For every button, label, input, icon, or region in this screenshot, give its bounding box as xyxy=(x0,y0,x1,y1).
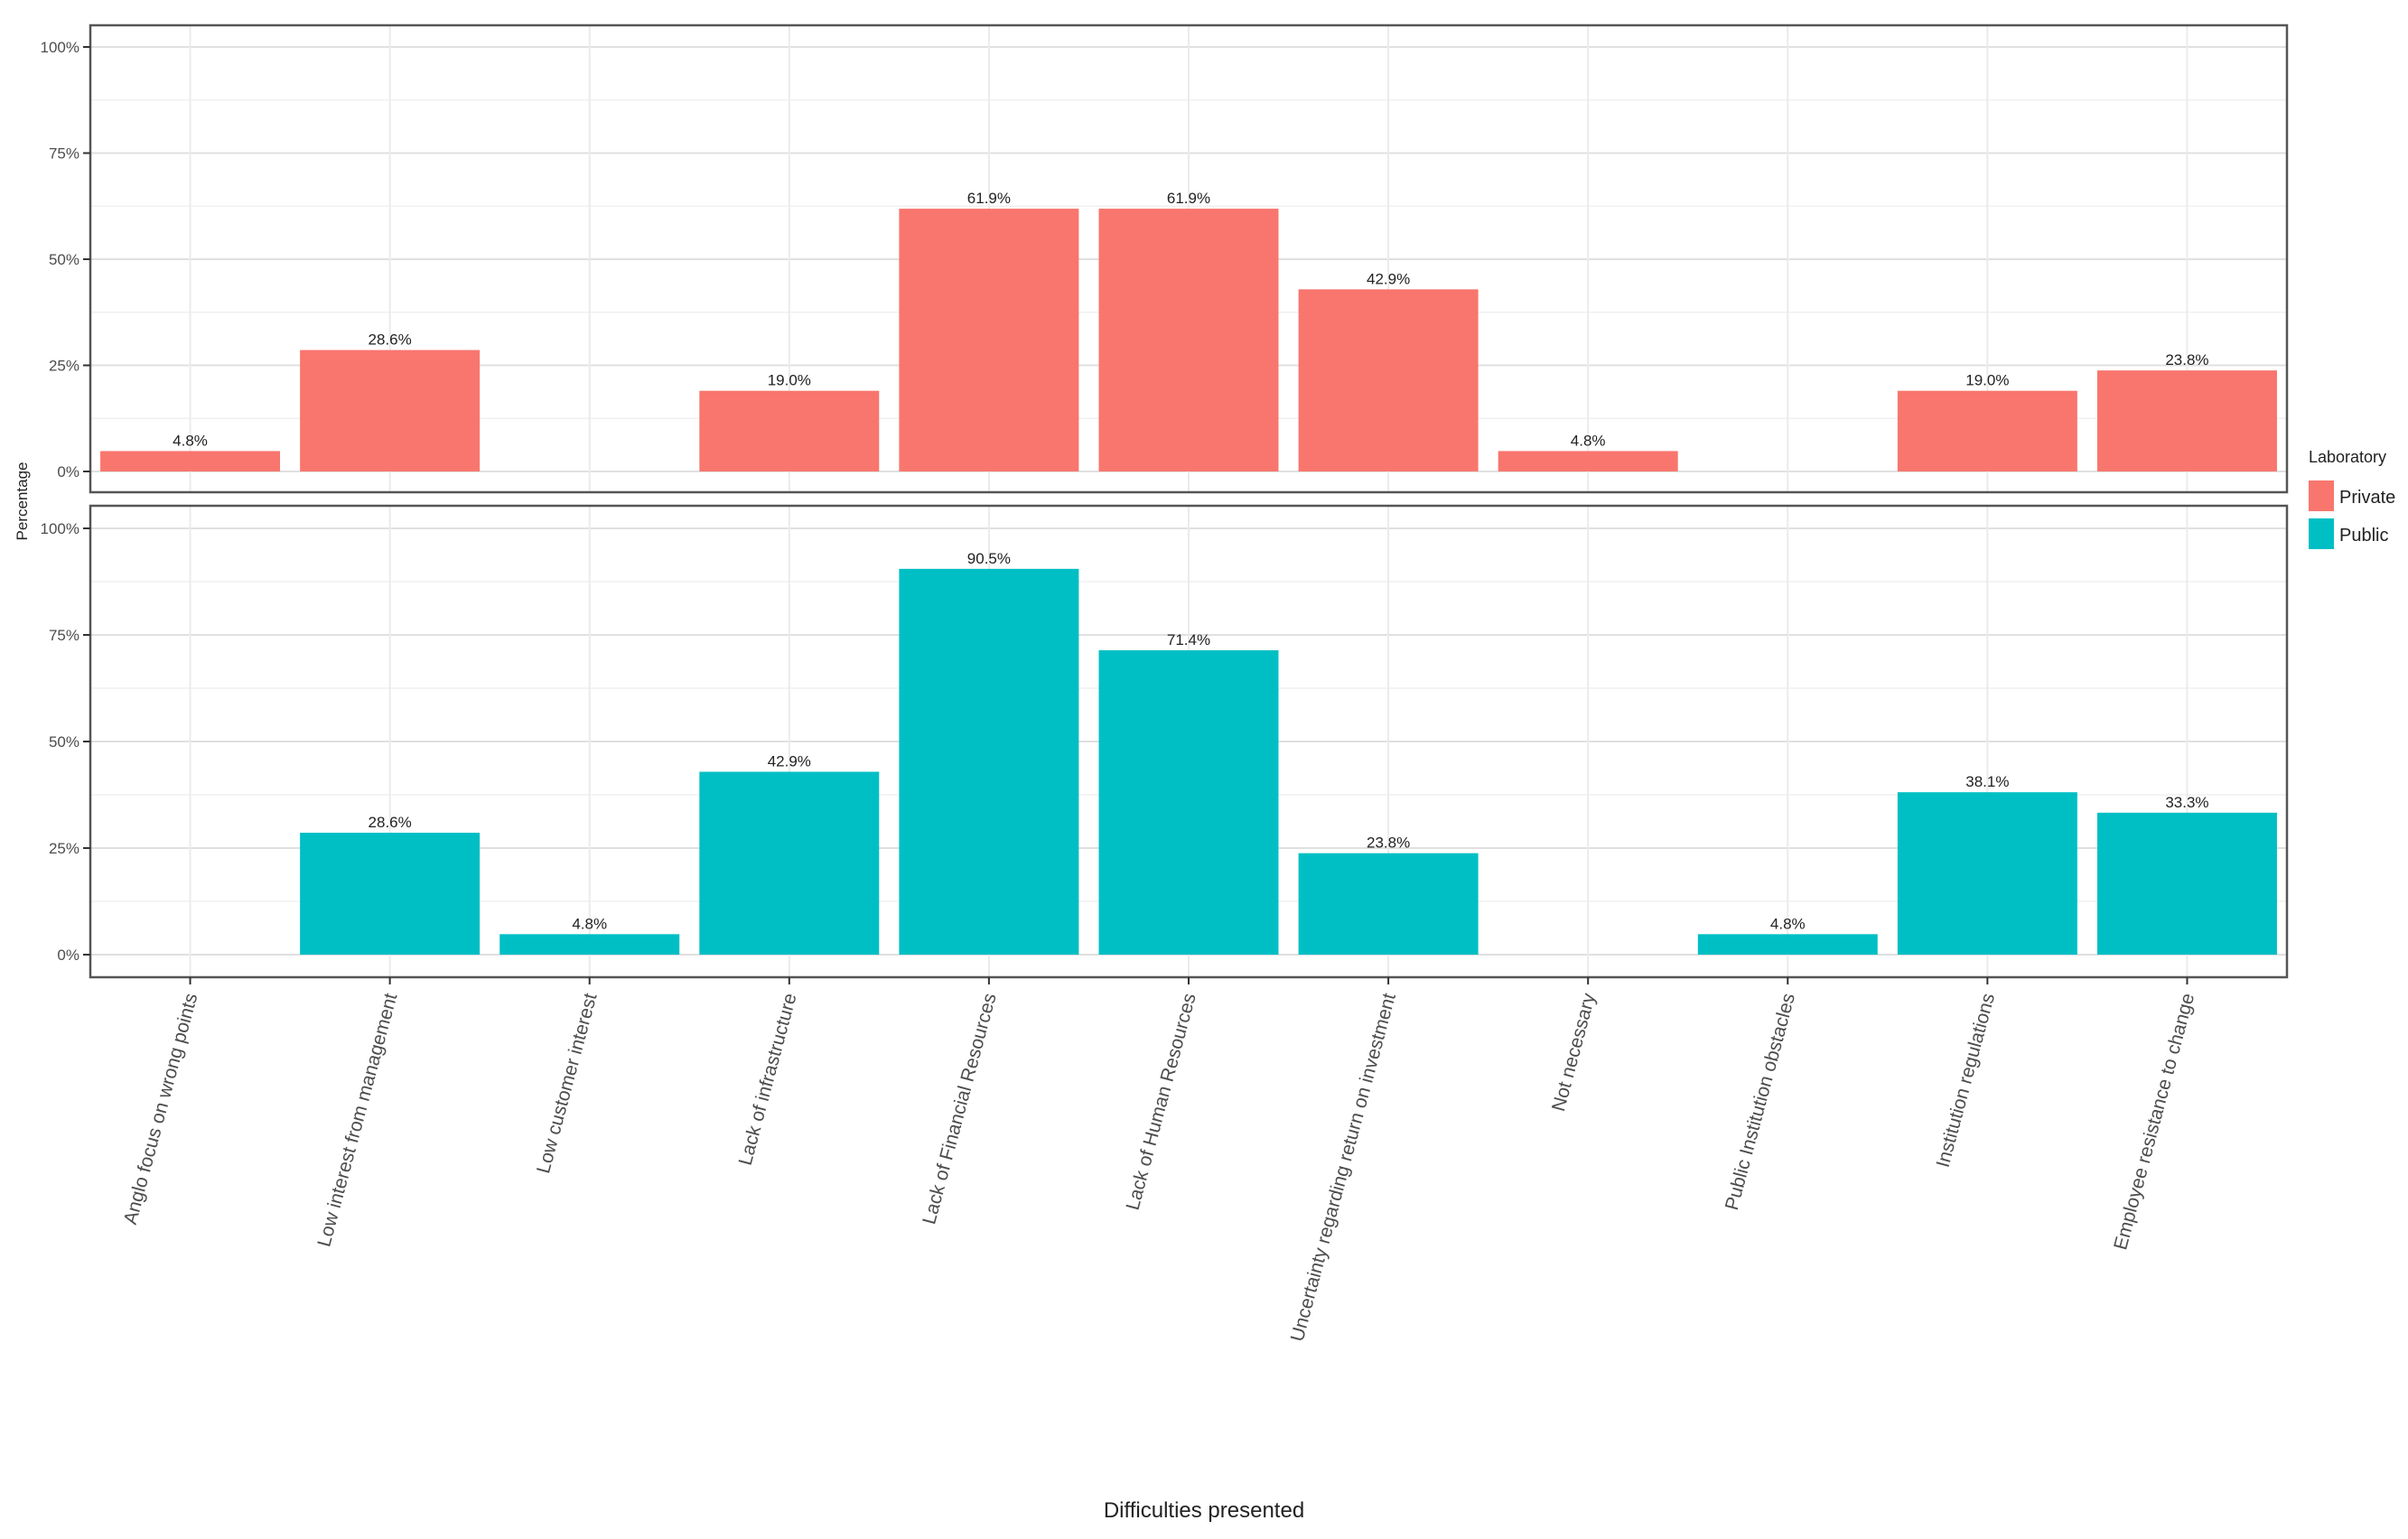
y-tick-label: 100% xyxy=(41,39,79,56)
bar-value-label: 38.1% xyxy=(1965,773,2009,790)
legend-title: Laboratory xyxy=(2309,448,2386,466)
bar-public xyxy=(1897,792,2077,955)
bar-private xyxy=(699,390,880,471)
bar-value-label: 4.8% xyxy=(572,915,607,932)
bar-value-label: 4.8% xyxy=(1571,432,1606,449)
legend-label-public: Public xyxy=(2339,526,2388,546)
bar-value-label: 4.8% xyxy=(1770,915,1806,932)
bar-private xyxy=(1098,209,1279,471)
bar-value-label: 19.0% xyxy=(1965,372,2009,389)
x-tick-label: Lack of Financial Resources xyxy=(919,991,1000,1227)
legend-swatch-private xyxy=(2309,480,2334,511)
y-tick-label: 100% xyxy=(41,520,79,537)
bar-value-label: 42.9% xyxy=(1367,270,1410,287)
bar-public xyxy=(1098,649,1279,955)
bar-public xyxy=(899,568,1079,955)
legend-swatch-public xyxy=(2309,518,2334,549)
bar-value-label: 71.4% xyxy=(1167,631,1210,648)
bar-public xyxy=(1298,853,1479,955)
bar-value-label: 19.0% xyxy=(768,372,811,389)
bar-value-label: 33.3% xyxy=(2165,794,2208,811)
y-tick-label: 75% xyxy=(49,627,79,644)
y-tick-label: 50% xyxy=(49,251,79,268)
x-tick-label: Lack of Human Resources xyxy=(1123,991,1200,1212)
x-tick-label: Not necessary xyxy=(1548,991,1600,1114)
bar-value-label: 61.9% xyxy=(967,190,1011,207)
bar-private xyxy=(1498,451,1678,471)
bar-private xyxy=(2096,370,2277,471)
x-tick-label: Uncertainty regarding return on investme… xyxy=(1287,991,1400,1344)
bar-value-label: 23.8% xyxy=(1367,835,1410,852)
x-tick-label: Employee resistance to change xyxy=(2110,991,2198,1252)
bar-public xyxy=(300,833,481,955)
y-tick-label: 25% xyxy=(49,840,79,857)
bar-value-label: 90.5% xyxy=(967,550,1011,567)
x-tick-label: Low interest from management xyxy=(313,991,401,1249)
bar-private xyxy=(100,451,281,471)
bar-value-label: 42.9% xyxy=(768,753,811,770)
bar-public xyxy=(2096,812,2277,955)
bar-value-label: 28.6% xyxy=(369,814,412,831)
bar-value-label: 28.6% xyxy=(369,331,412,349)
bar-public xyxy=(699,771,880,955)
y-tick-label: 0% xyxy=(57,947,79,964)
bar-private xyxy=(899,209,1079,471)
bar-private xyxy=(300,350,481,471)
x-tick-label: Low customer interest xyxy=(533,991,601,1176)
y-tick-label: 0% xyxy=(57,463,79,480)
bar-value-label: 61.9% xyxy=(1167,190,1210,207)
x-axis-title: Difficulties presented xyxy=(1104,1498,1304,1523)
bar-private xyxy=(1298,289,1479,471)
bar-private xyxy=(1897,390,2077,471)
y-tick-label: 50% xyxy=(49,733,79,751)
legend-label-private: Private xyxy=(2339,488,2395,508)
y-tick-label: 75% xyxy=(49,145,79,163)
bar-public xyxy=(499,934,680,955)
y-axis-title: Percentage xyxy=(14,462,31,541)
x-tick-label: Anglo focus on wrong points xyxy=(120,991,202,1227)
x-tick-label: Lack of infrastructure xyxy=(735,991,801,1167)
bar-value-label: 23.8% xyxy=(2165,351,2208,368)
x-tick-label: Institution regulations xyxy=(1933,991,2000,1170)
bar-public xyxy=(1697,934,1878,955)
bar-value-label: 4.8% xyxy=(173,432,208,449)
y-tick-label: 25% xyxy=(49,358,79,375)
x-tick-label: Public Institution obstacles xyxy=(1722,991,1799,1212)
